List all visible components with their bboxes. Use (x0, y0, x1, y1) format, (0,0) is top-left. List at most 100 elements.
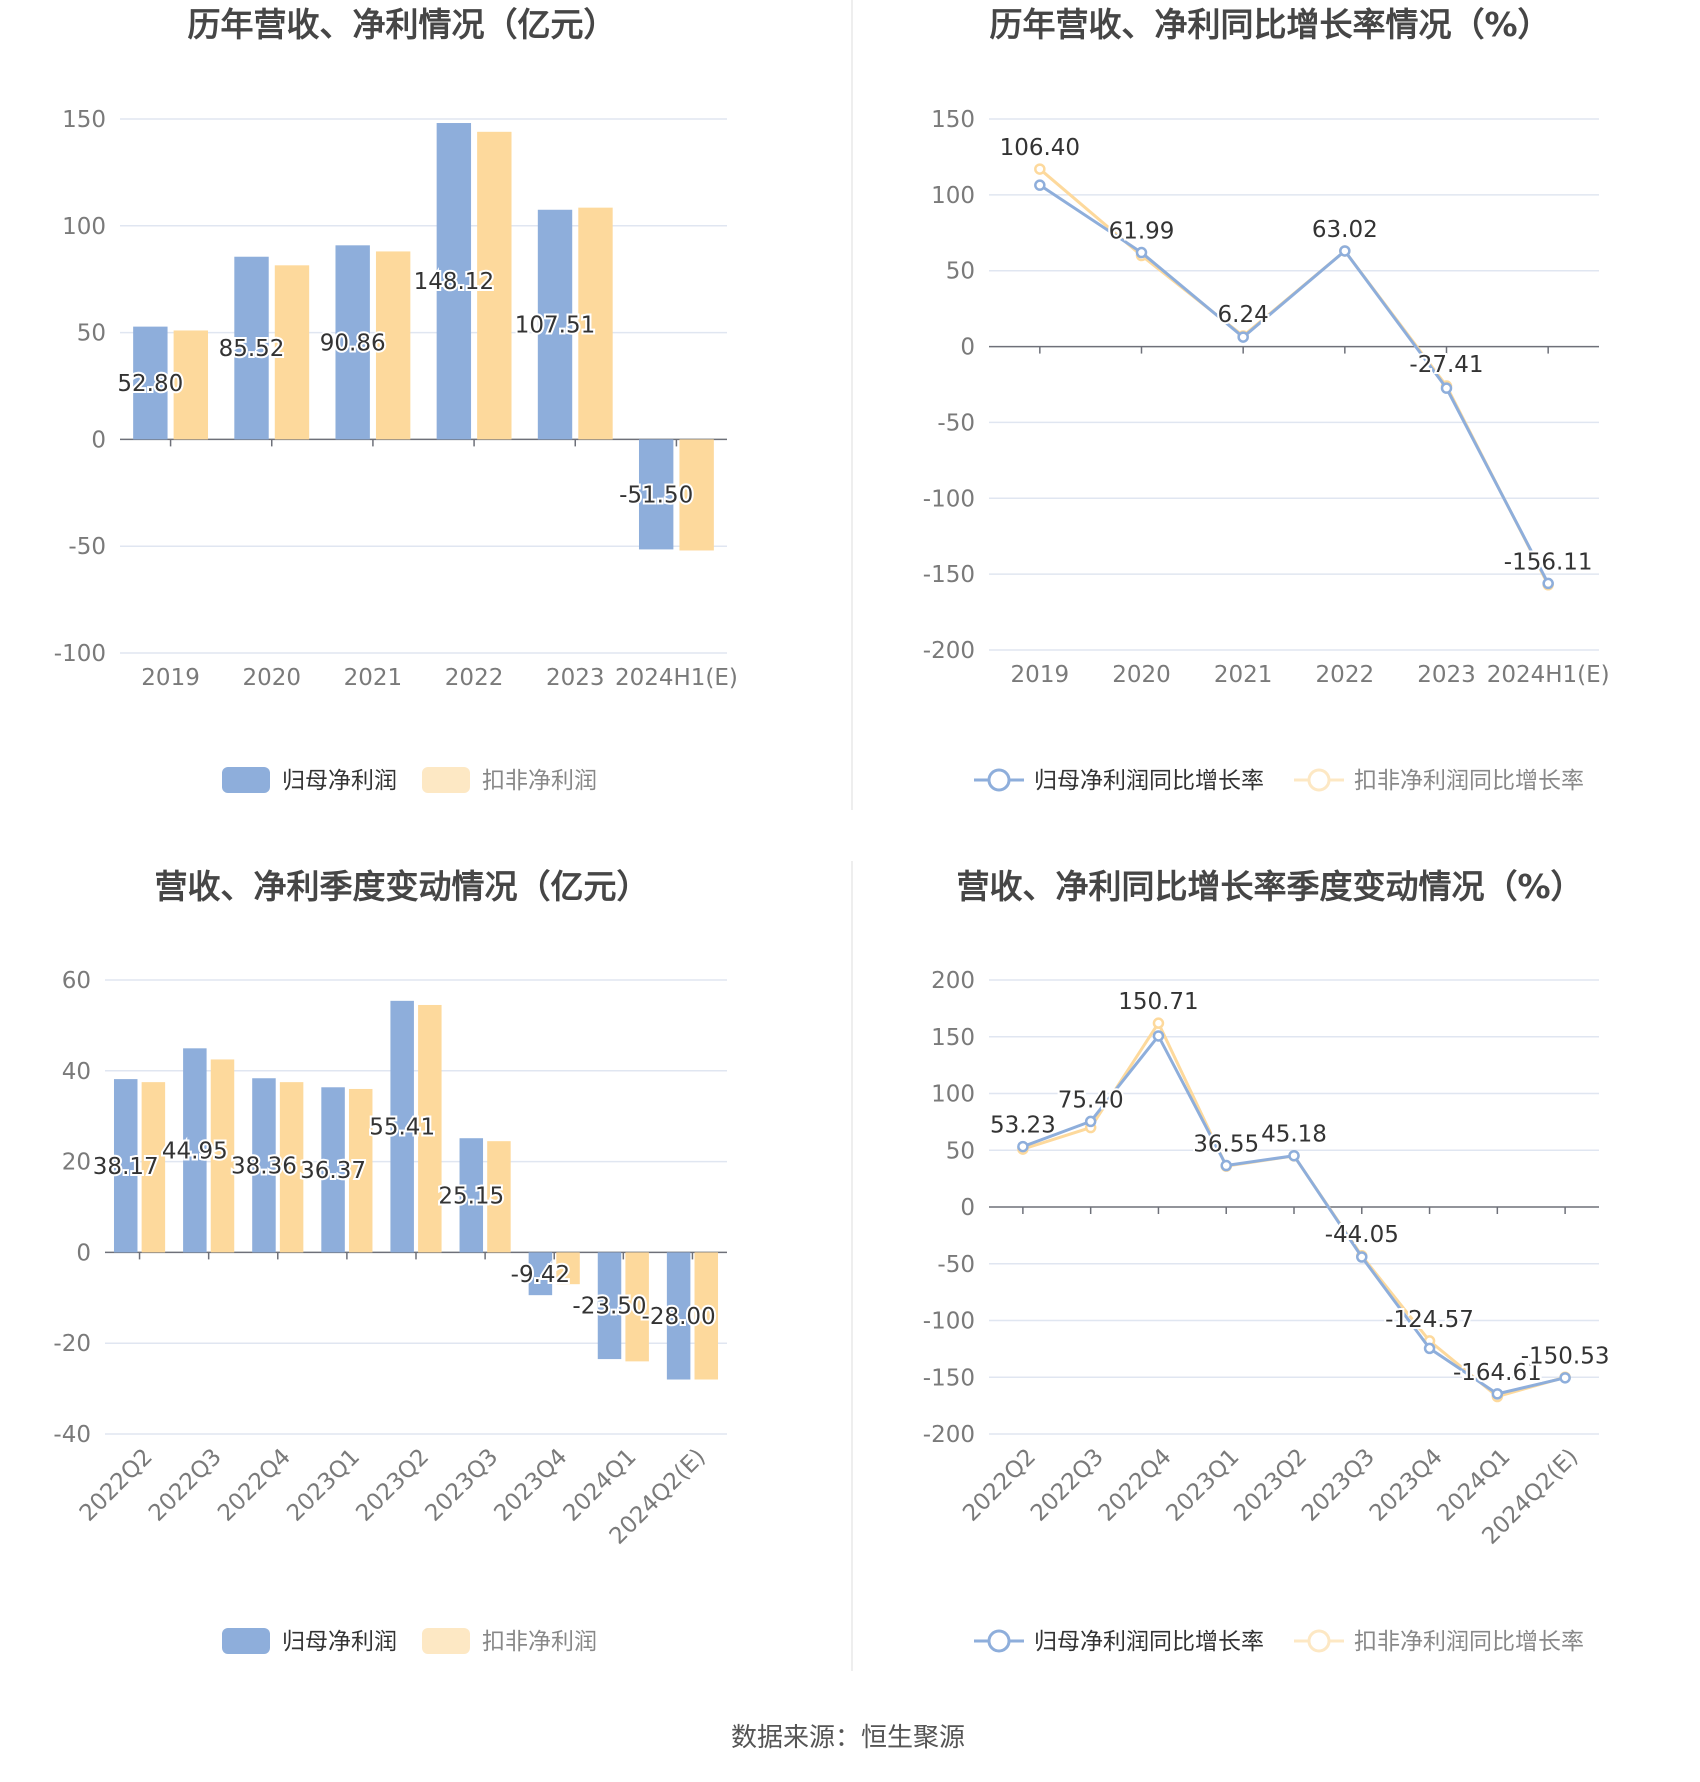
data-label: 63.02 (1312, 217, 1378, 243)
data-point[interactable] (1135, 246, 1148, 259)
bar-net-profit[interactable] (597, 1252, 622, 1360)
y-tick-label: 0 (91, 427, 106, 453)
bar-deducted-net-profit[interactable] (679, 439, 714, 551)
chart-2: 历年营收、净利同比增长率情况（%） 150 100 50 0 -50 -100 -150 -20… (923, 5, 1610, 794)
bar-net-profit[interactable] (459, 1138, 484, 1253)
data-point[interactable] (1356, 1251, 1368, 1263)
y-tick-label: 50 (946, 1138, 975, 1164)
data-label: -23.50 (572, 1294, 646, 1320)
data-label: 106.40 (1000, 135, 1080, 161)
data-point[interactable] (1423, 1342, 1436, 1355)
legend-item[interactable]: 扣非净利润 (482, 768, 597, 794)
data-point[interactable] (1237, 331, 1249, 343)
x-tick-label: 2022Q4 (213, 1444, 296, 1527)
y-tick-label: -50 (68, 534, 106, 560)
bar-net-profit[interactable] (113, 1079, 138, 1253)
data-point[interactable] (1491, 1388, 1504, 1400)
y-tick-label: 0 (960, 1195, 975, 1221)
bar-net-profit[interactable] (133, 326, 168, 440)
x-tick-label: 2023 (1417, 662, 1476, 688)
data-point[interactable] (1034, 163, 1046, 175)
x-tick-label: 2021 (344, 665, 403, 691)
x-tick-label: 2020 (1112, 662, 1171, 688)
bar-net-profit[interactable] (537, 209, 573, 440)
legend-item[interactable]: 归母净利润 (282, 768, 397, 794)
bar-deducted-net-profit[interactable] (694, 1252, 719, 1380)
bar-net-profit[interactable] (528, 1252, 553, 1296)
x-tick-label: 2020 (242, 665, 301, 691)
data-point[interactable] (1152, 1017, 1165, 1029)
bar-deducted-net-profit[interactable] (348, 1088, 373, 1253)
y-tick-label: -150 (923, 1365, 975, 1391)
legend-circle-icon (987, 768, 1011, 792)
x-tick-label: 2023Q2 (1229, 1444, 1312, 1527)
bar-net-profit[interactable] (321, 1087, 345, 1253)
chart-title: 营收、净利季度变动情况（亿元） (155, 867, 650, 906)
x-tick-label: 2022 (1316, 662, 1375, 688)
y-tick-label: 100 (931, 1082, 975, 1108)
x-tick-label: 2019 (141, 665, 200, 691)
bar-net-profit[interactable] (436, 123, 472, 440)
x-tick-label: 2024H1(E) (615, 665, 738, 691)
bar-deducted-net-profit[interactable] (487, 1141, 511, 1253)
data-point[interactable] (1084, 1115, 1097, 1128)
x-tick-label: 2023Q1 (1162, 1444, 1245, 1527)
legend-item[interactable]: 扣非净利润同比增长率 (1354, 768, 1584, 794)
x-tick-label: 2022 (445, 665, 504, 691)
data-label: 55.41 (369, 1115, 435, 1141)
data-source: 数据来源：恒生聚源 (731, 1723, 965, 1753)
legend-item[interactable]: 扣非净利润同比增长率 (1354, 1629, 1584, 1655)
legend-item[interactable]: 归母净利润同比增长率 (1034, 1629, 1264, 1655)
bar-deducted-net-profit[interactable] (210, 1059, 235, 1253)
bar-deducted-net-profit[interactable] (578, 207, 613, 440)
legend-item[interactable]: 归母净利润 (282, 1629, 397, 1655)
y-tick-label: -200 (923, 638, 975, 664)
data-point[interactable] (1288, 1149, 1300, 1162)
data-label: 36.37 (300, 1158, 366, 1184)
y-tick-label: 200 (931, 968, 975, 994)
y-tick-label: 150 (931, 1025, 975, 1051)
data-point[interactable] (1339, 245, 1351, 257)
data-label: 53.23 (990, 1113, 1056, 1139)
data-label: -124.57 (1385, 1307, 1474, 1333)
legend-swatch (422, 767, 470, 793)
data-point[interactable] (1034, 179, 1046, 191)
data-point[interactable] (1152, 1030, 1165, 1042)
bar-net-profit[interactable] (234, 256, 269, 440)
data-point[interactable] (1542, 577, 1554, 590)
bar-net-profit[interactable] (335, 245, 370, 440)
bar-deducted-net-profit[interactable] (477, 131, 512, 440)
bar-deducted-net-profit[interactable] (274, 265, 310, 440)
bar-net-profit[interactable] (666, 1252, 691, 1380)
bar-deducted-net-profit[interactable] (625, 1252, 649, 1362)
bar-net-profit[interactable] (390, 1000, 414, 1253)
bar-net-profit[interactable] (183, 1048, 207, 1253)
data-point[interactable] (1440, 382, 1453, 394)
bar-deducted-net-profit[interactable] (375, 251, 411, 440)
y-tick-label: -150 (923, 562, 975, 588)
y-tick-label: 150 (931, 107, 975, 133)
legend: 归母净利润同比增长率 扣非净利润同比增长率 (974, 768, 1584, 794)
chart-3: 营收、净利季度变动情况（亿元） 60 40 20 0 -20 -402022Q22022Q3… (53, 867, 727, 1655)
bar-deducted-net-profit[interactable] (279, 1082, 304, 1253)
bar-deducted-net-profit[interactable] (141, 1082, 166, 1253)
bar-net-profit[interactable] (252, 1078, 276, 1253)
legend-item[interactable]: 扣非净利润 (482, 1629, 597, 1655)
y-tick-label: -100 (923, 486, 975, 512)
x-tick-label: 2023Q4 (1365, 1444, 1448, 1527)
x-tick-label: 2023Q1 (282, 1444, 365, 1527)
data-point[interactable] (1559, 1372, 1571, 1384)
legend: 归母净利润同比增长率 扣非净利润同比增长率 (974, 1629, 1584, 1655)
data-point[interactable] (1220, 1159, 1232, 1172)
bar-deducted-net-profit[interactable] (173, 330, 209, 440)
data-point[interactable] (1017, 1140, 1029, 1153)
y-tick-label: 40 (62, 1059, 91, 1085)
bar-net-profit[interactable] (638, 439, 674, 550)
chart-4: 营收、净利同比增长率季度变动情况（%） 200 150 100 50 0 -50 -100 -1… (923, 867, 1612, 1655)
x-tick-label: 2022Q3 (144, 1444, 227, 1527)
bar-deducted-net-profit[interactable] (556, 1252, 580, 1285)
bar-deducted-net-profit[interactable] (418, 1004, 442, 1253)
y-tick-label: -200 (923, 1422, 975, 1448)
x-tick-label: 2022Q2 (75, 1444, 158, 1527)
legend-item[interactable]: 归母净利润同比增长率 (1034, 768, 1264, 794)
